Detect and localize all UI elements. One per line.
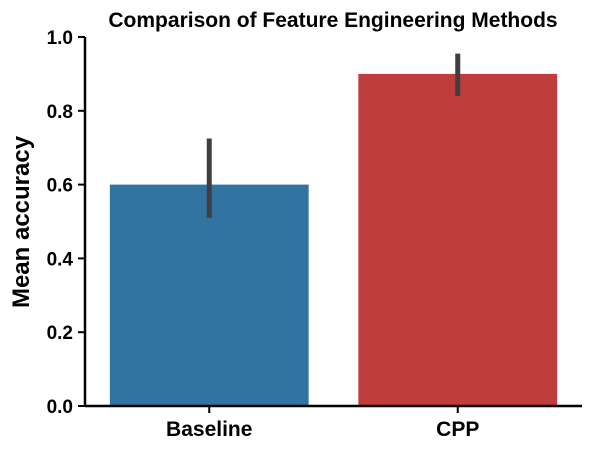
y-tick-label: 0.4	[47, 249, 74, 270]
x-tick-label: Baseline	[166, 418, 252, 441]
y-axis-label: Mean accuracy	[8, 135, 35, 308]
chart-title: Comparison of Feature Engineering Method…	[108, 9, 557, 32]
y-axis-ticks: 0.0 0.2 0.4 0.6 0.8 1.0	[47, 28, 85, 418]
y-tick-label: 0.8	[47, 102, 73, 123]
x-tick-label: CPP	[436, 418, 479, 441]
bar-cpp	[358, 73, 558, 407]
error-bars	[206, 53, 461, 218]
y-tick-label: 0.6	[47, 176, 73, 197]
bar-baseline	[109, 184, 309, 406]
x-axis-ticks: Baseline CPP	[166, 406, 479, 441]
y-tick-label: 0.0	[47, 397, 73, 418]
bars	[109, 73, 558, 407]
y-tick-label: 0.2	[47, 323, 73, 344]
y-tick-label: 1.0	[47, 28, 73, 49]
